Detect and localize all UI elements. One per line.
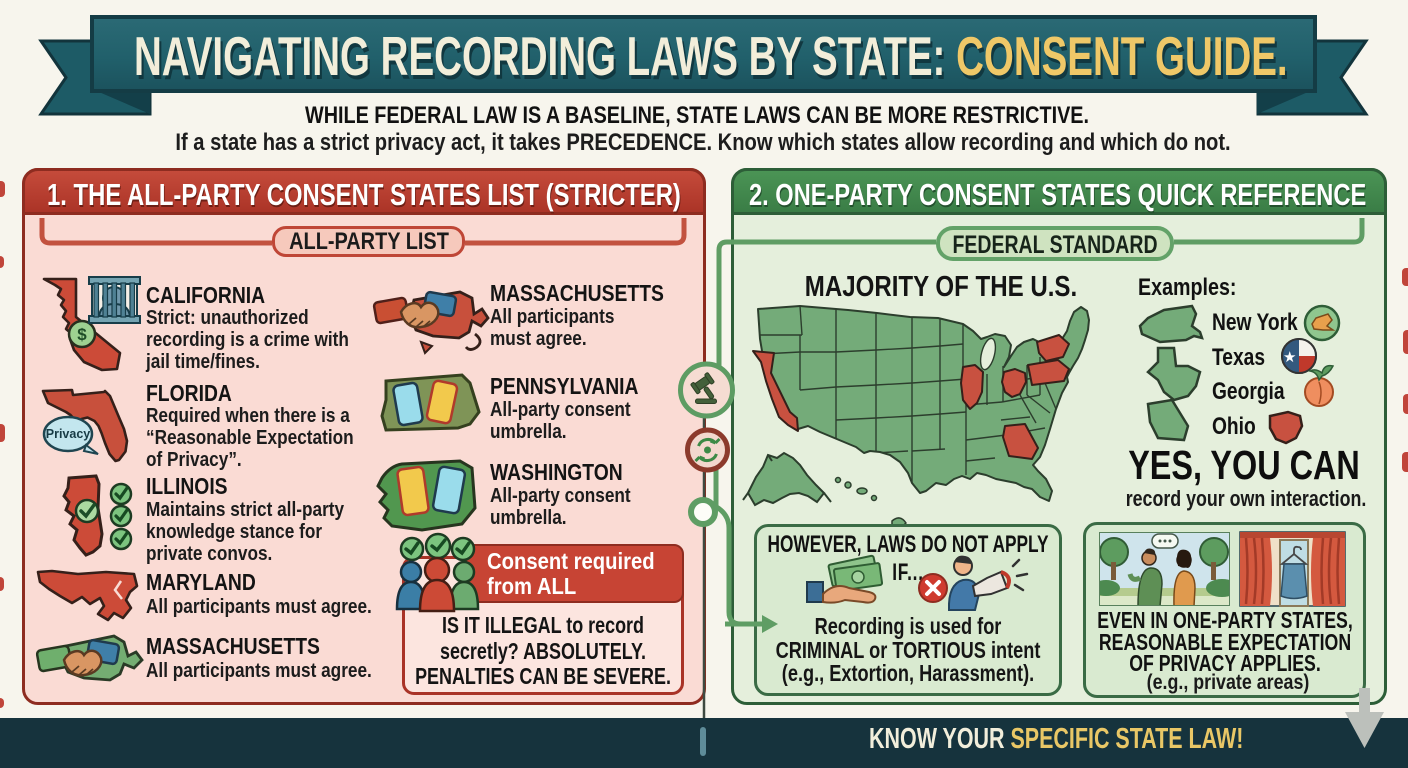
svg-text:Privacy: Privacy [46,427,91,441]
svg-text:★: ★ [1283,349,1296,366]
svg-text:$: $ [77,325,87,344]
